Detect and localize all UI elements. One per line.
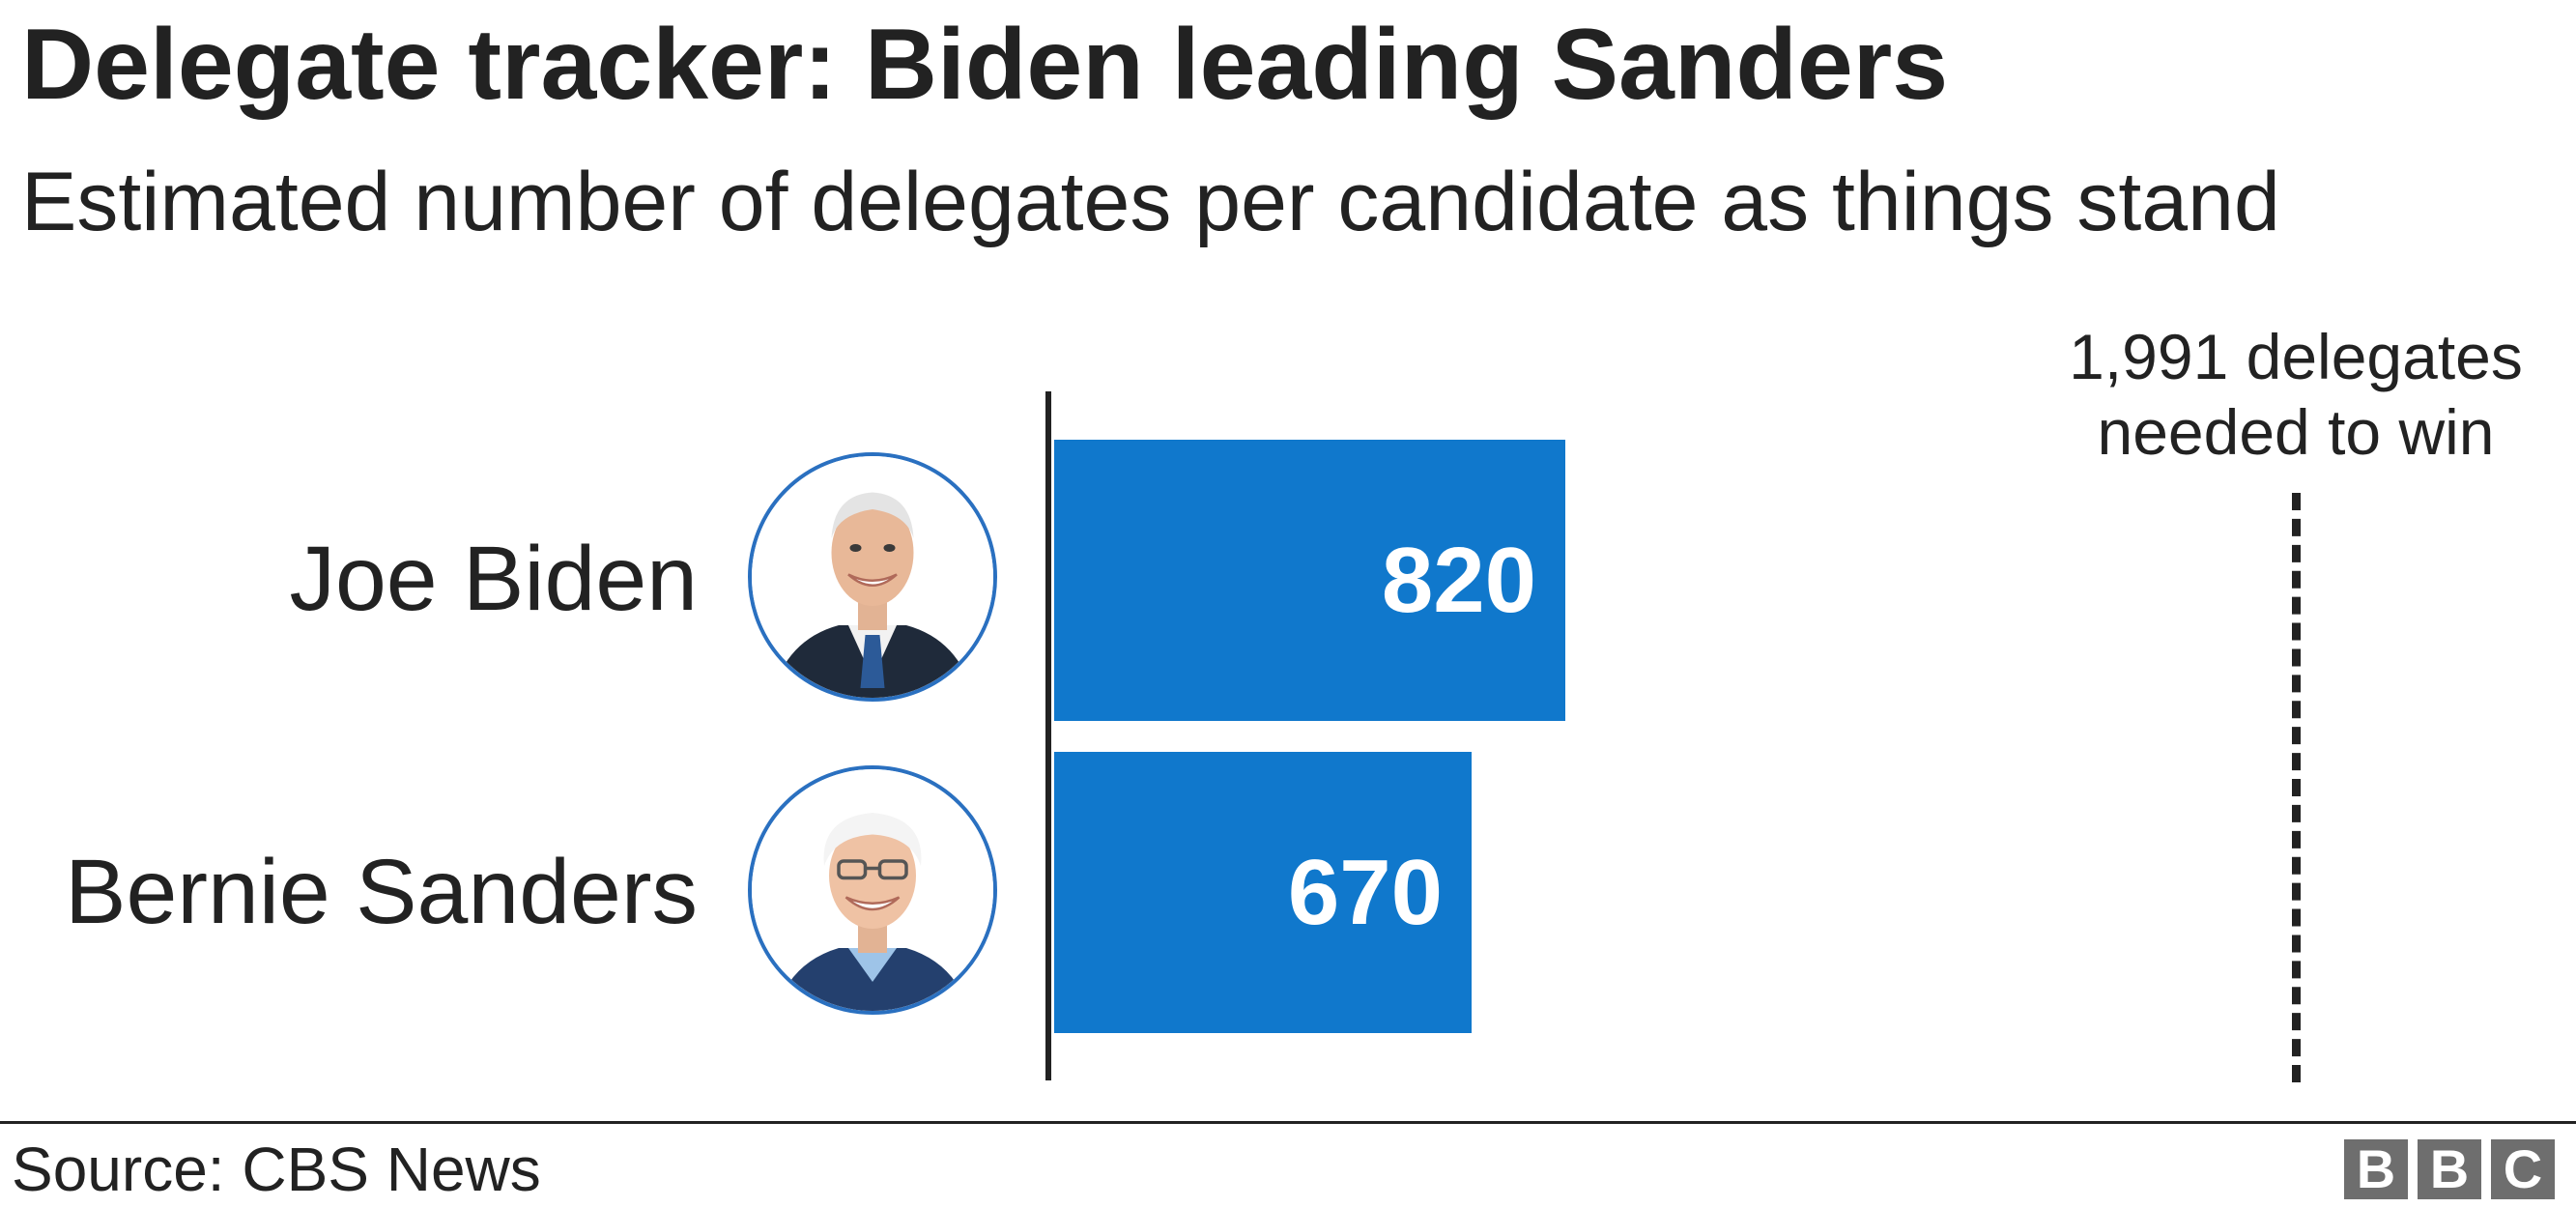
bbc-logo-letter-b2: B: [2418, 1139, 2481, 1199]
bar-biden: 820: [1054, 440, 1565, 721]
footer-rule: [0, 1121, 2576, 1124]
category-label-biden: Joe Biden: [289, 528, 698, 630]
bernie-sanders-photo: [752, 769, 993, 1011]
target-label: 1,991 delegates needed to win: [2069, 319, 2523, 470]
target-dashed-line: [2292, 493, 2301, 1082]
bbc-logo: B B C: [2344, 1139, 2555, 1199]
chart-subtitle: Estimated number of delegates per candid…: [21, 156, 2280, 248]
bar-value-label-sanders: 670: [1287, 840, 1443, 944]
target-label-line1: 1,991 delegates: [2069, 321, 2523, 392]
bbc-logo-letter-b1: B: [2344, 1139, 2408, 1199]
axis-baseline: [1045, 391, 1051, 1080]
bar-value-label-biden: 820: [1381, 528, 1536, 632]
category-label-sanders: Bernie Sanders: [65, 841, 698, 943]
bbc-logo-letter-c: C: [2491, 1139, 2555, 1199]
joe-biden-photo: [752, 456, 993, 698]
chart-title: Delegate tracker: Biden leading Sanders: [21, 9, 1949, 121]
avatar-sanders: [748, 765, 997, 1015]
source-note: Source: CBS News: [12, 1135, 541, 1204]
avatar-biden: [748, 452, 997, 702]
target-label-line2: needed to win: [2097, 396, 2495, 468]
bar-sanders: 670: [1054, 752, 1472, 1033]
